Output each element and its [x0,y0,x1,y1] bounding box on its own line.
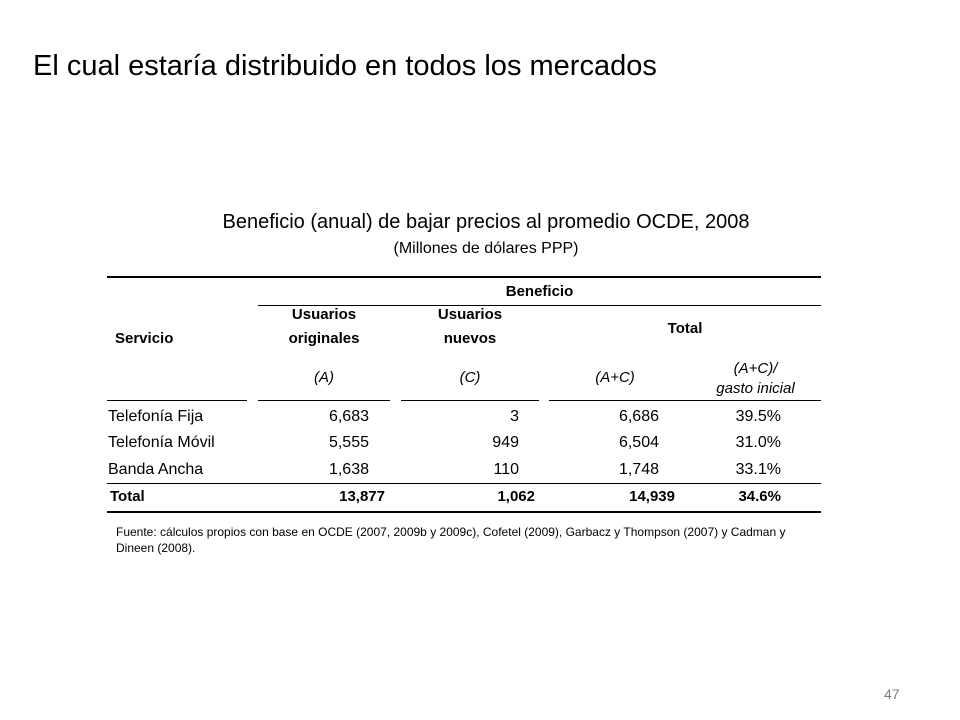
cell-c-total: 1,062 [497,488,535,505]
header-nuevos-line2: nuevos [443,330,497,347]
total-row-rule [107,483,821,484]
header-total: Total [667,320,703,337]
cell-ratio: 31.0% [735,434,781,451]
cell-c: 949 [492,434,519,451]
header-servicio: Servicio [115,330,174,347]
total-header-rule [549,400,821,401]
source-note: Fuente: cálculos propios con base en OCD… [116,525,786,555]
originales-header-rule [258,400,390,401]
cell-servicio: Banda Ancha [108,461,204,478]
table-title: Beneficio (anual) de bajar precios al pr… [222,211,750,233]
cell-servicio: Telefonía Fija [108,408,204,425]
header-originales-line1: Usuarios [291,306,357,323]
subheader-ratio-line1: (A+C)/ [733,360,778,377]
subheader-ratio-line2: gasto inicial [716,380,795,397]
cell-ac-total: 14,939 [629,488,675,505]
top-rule [107,276,821,278]
group-header-rule [258,305,821,306]
nuevos-header-rule [401,400,539,401]
cell-servicio: Telefonía Móvil [108,434,215,451]
bottom-rule [107,511,821,513]
subheader-ac: (A+C) [595,369,635,386]
subheader-a: (A) [314,369,334,386]
table-subtitle: (Millones de dólares PPP) [393,240,579,257]
cell-ratio-total: 34.6% [738,488,781,505]
cell-c: 3 [510,408,519,425]
cell-ac: 6,504 [618,434,659,451]
header-originales-line2: originales [288,330,360,347]
cell-ratio: 33.1% [735,461,781,478]
group-header-beneficio: Beneficio [505,283,574,300]
cell-ac: 6,686 [618,408,659,425]
cell-ratio: 39.5% [735,408,781,425]
cell-a: 6,683 [328,408,369,425]
cell-a-total: 13,877 [339,488,385,505]
page-number: 47 [884,686,900,702]
cell-c: 110 [493,461,519,478]
cell-a: 5,555 [328,434,369,451]
cell-a: 1,638 [328,461,369,478]
slide-title: El cual estaría distribuido en todos los… [33,50,657,82]
cell-ac: 1,748 [618,461,659,478]
cell-servicio-total: Total [110,488,145,505]
servicio-header-rule [107,400,247,401]
header-nuevos-line1: Usuarios [437,306,503,323]
subheader-c: (C) [459,369,481,386]
